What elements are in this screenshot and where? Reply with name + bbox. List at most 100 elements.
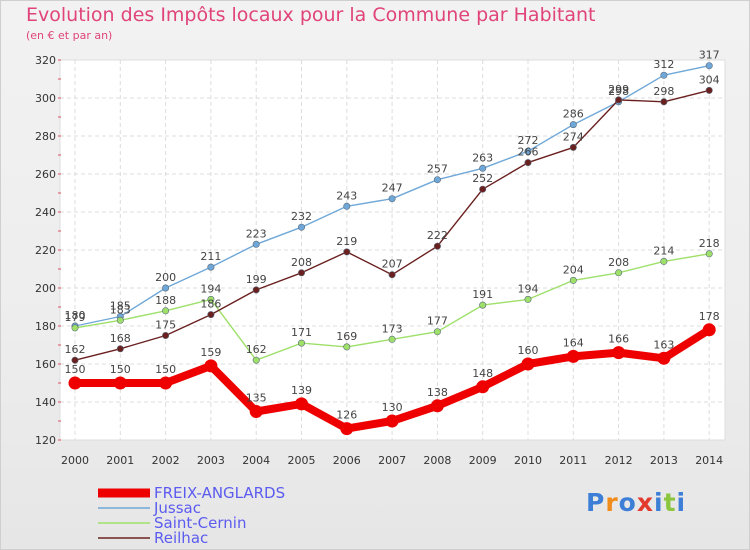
data-point xyxy=(68,376,82,390)
data-label: 148 xyxy=(472,367,493,380)
x-tick-label: 2001 xyxy=(106,454,134,467)
data-label: 304 xyxy=(699,73,720,86)
data-label: 177 xyxy=(427,315,448,328)
data-label: 199 xyxy=(246,273,267,286)
x-tick-label: 2004 xyxy=(242,454,270,467)
data-point xyxy=(524,295,532,303)
data-label: 274 xyxy=(563,130,584,143)
series-saint-cernin: 179 183 188 194 162 171 169 173 177 191 194 204 208 2… xyxy=(65,237,720,364)
data-point xyxy=(705,86,713,94)
data-point xyxy=(297,269,305,277)
y-tick-label: 240 xyxy=(35,206,56,219)
data-label: 223 xyxy=(246,227,267,240)
y-tick-label: 280 xyxy=(35,130,56,143)
y-tick-label: 120 xyxy=(35,434,56,447)
data-label: 299 xyxy=(608,83,629,96)
data-point xyxy=(116,345,124,353)
series-jussac: 180 185 200 211 223 232 243 247 257 263 272 286 298 3… xyxy=(65,49,720,330)
data-label: 191 xyxy=(472,288,493,301)
data-point xyxy=(113,376,127,390)
data-label: 169 xyxy=(336,330,357,343)
data-label: 150 xyxy=(110,363,131,376)
x-tick-label: 2002 xyxy=(152,454,180,467)
data-label: 207 xyxy=(382,258,403,271)
data-label: 200 xyxy=(155,271,176,284)
data-point xyxy=(343,202,351,210)
data-label: 160 xyxy=(518,344,539,357)
chart-subtitle: (en € et par an) xyxy=(26,29,113,42)
y-tick-label: 220 xyxy=(35,244,56,257)
data-point xyxy=(71,324,79,332)
data-point xyxy=(249,405,263,418)
data-label: 180 xyxy=(65,309,86,322)
series-freix-anglards: 150 150 150 159 135 139 126 130 138 148 160 164 166 1… xyxy=(65,310,720,436)
data-point xyxy=(207,295,215,303)
x-tick-label: 2007 xyxy=(378,454,406,467)
logo-letter: x xyxy=(636,488,654,517)
data-label: 163 xyxy=(653,338,674,351)
data-point xyxy=(615,96,623,104)
data-point xyxy=(657,351,671,365)
logo-letter: o xyxy=(618,488,637,517)
data-label: 214 xyxy=(653,244,674,257)
data-point xyxy=(343,343,351,351)
x-tick-label: 2006 xyxy=(333,454,361,467)
data-point xyxy=(162,284,170,292)
data-label: 194 xyxy=(518,282,539,295)
data-point xyxy=(340,422,354,436)
y-tick-label: 160 xyxy=(35,358,56,371)
data-label: 312 xyxy=(653,58,674,71)
x-tick-label: 2005 xyxy=(288,454,316,467)
data-label: 126 xyxy=(336,409,357,422)
data-point xyxy=(433,328,441,336)
data-point xyxy=(705,250,713,258)
data-label: 139 xyxy=(291,384,312,397)
x-tick-label: 2008 xyxy=(423,454,451,467)
data-label: 252 xyxy=(472,172,493,185)
data-label: 298 xyxy=(653,85,674,98)
data-point xyxy=(660,71,668,79)
data-label: 208 xyxy=(608,256,629,269)
data-point xyxy=(388,271,396,279)
logo-letter: P xyxy=(586,488,606,517)
data-point xyxy=(569,143,577,151)
data-label: 188 xyxy=(155,294,176,307)
data-label: 194 xyxy=(200,282,221,295)
data-point xyxy=(479,185,487,193)
data-point xyxy=(430,399,444,413)
y-tick-label: 200 xyxy=(35,282,56,295)
data-point xyxy=(295,397,308,411)
data-label: 298 xyxy=(608,85,629,98)
legend-label: FREIX-ANGLARDS xyxy=(154,484,285,502)
data-point xyxy=(660,98,668,106)
legend-label: Saint-Cernin xyxy=(154,514,246,532)
logo-letter: i xyxy=(676,488,687,517)
data-label: 286 xyxy=(563,108,584,121)
x-tick-label: 2013 xyxy=(650,454,678,467)
data-label: 150 xyxy=(155,363,176,376)
data-point xyxy=(159,376,173,390)
logo-letter: r xyxy=(605,488,619,517)
y-tick-label: 320 xyxy=(35,54,56,67)
data-label: 204 xyxy=(563,263,584,276)
data-label: 211 xyxy=(200,250,221,263)
data-label: 183 xyxy=(110,303,131,316)
data-point xyxy=(660,257,668,265)
logo-letter: i xyxy=(654,488,664,517)
data-label: 266 xyxy=(518,146,539,159)
data-label: 166 xyxy=(608,333,629,346)
data-label: 208 xyxy=(291,256,312,269)
data-point xyxy=(162,307,170,315)
data-label: 272 xyxy=(518,134,539,147)
data-label: 130 xyxy=(382,401,403,414)
data-point xyxy=(204,359,218,373)
data-point xyxy=(569,121,577,129)
data-label: 218 xyxy=(699,237,720,250)
data-label: 222 xyxy=(427,229,448,242)
legend-label: Reilhac xyxy=(154,529,208,547)
data-label: 159 xyxy=(200,346,221,359)
data-label: 179 xyxy=(65,311,86,324)
data-label: 243 xyxy=(336,189,357,202)
